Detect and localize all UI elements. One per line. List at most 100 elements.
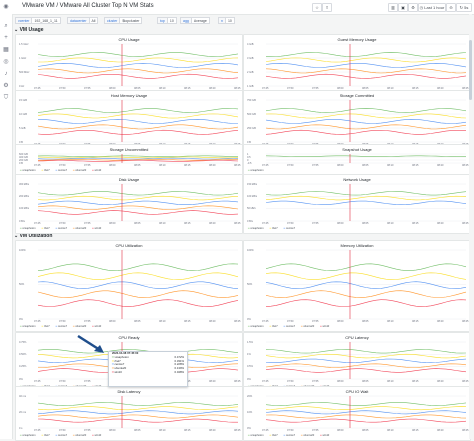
- panel-title[interactable]: Host Memory Usage: [110, 93, 148, 98]
- panel-cpu-latency[interactable]: CPU Latency 1.5% 1% 0.5% 0% 07:45 07:50 07:55 08…: [243, 332, 471, 392]
- legend-item[interactable]: ━ rhel7: [41, 325, 50, 328]
- legend-item[interactable]: ━ ubuntu20: [73, 227, 87, 230]
- legend-item[interactable]: ━ centos7: [55, 227, 68, 230]
- panel-memory-utilization[interactable]: Memory Utilization 100% 50% 0% 07:45 07:50 07:…: [243, 240, 471, 332]
- panel-graph[interactable]: [16, 91, 242, 154]
- legend-item[interactable]: ━ win10: [92, 434, 102, 437]
- legend-item[interactable]: ━ rhel7: [41, 227, 50, 230]
- variable-value[interactable]: 10: [225, 17, 235, 24]
- variable-value[interactable]: 192_168_1_11: [32, 17, 61, 24]
- panel-graph[interactable]: [16, 175, 242, 233]
- legend-item[interactable]: ━ centos7: [55, 434, 68, 437]
- variable-value[interactable]: All: [89, 17, 99, 24]
- panel-disk-usage[interactable]: Disk Usage 300 kB/s 200 kB/s 100 kB/s 0 B/s 0…: [15, 174, 243, 234]
- panel-title[interactable]: Storage Uncommitted: [109, 147, 149, 152]
- scrollbar-track[interactable]: [469, 14, 472, 439]
- legend-item[interactable]: ━ ubuntu20: [73, 325, 87, 328]
- variable-datacenter[interactable]: datacenter All: [67, 17, 99, 24]
- legend-item[interactable]: ━ vcsaphoton: [20, 325, 36, 328]
- legend-item[interactable]: ━ win10: [92, 325, 102, 328]
- legend-item[interactable]: ━ centos7: [55, 325, 68, 328]
- panel-title[interactable]: Snapshot Usage: [342, 147, 372, 152]
- page-title[interactable]: VMware VM / VMware All Cluster Top N VM …: [22, 3, 154, 9]
- legend-item[interactable]: ━ vcsaphoton: [248, 169, 264, 172]
- variable-value[interactable]: $topcluster: [120, 17, 143, 24]
- scrollbar-thumb[interactable]: [469, 40, 472, 100]
- panel-title[interactable]: Guest Memory Usage: [337, 37, 377, 42]
- panel-graph[interactable]: [16, 241, 242, 331]
- panel-graph[interactable]: [244, 145, 470, 175]
- panel-cpu-utilization[interactable]: CPU Utilization 100% 50% 0% 07:45 07:50 07:55 0…: [15, 240, 243, 332]
- variable-vcenter[interactable]: vcenter 192_168_1_11: [15, 17, 61, 24]
- panel-title[interactable]: CPU Latency: [345, 335, 369, 340]
- panel-cpu-io-wait[interactable]: CPU IO Wait 20% 10% 0% 07:45 07:50 07:55 08:00 0…: [243, 386, 471, 441]
- variable-agg[interactable]: agg Average: [180, 17, 210, 24]
- panel-graph[interactable]: [244, 387, 470, 440]
- legend-item[interactable]: ━ vcsaphoton: [20, 434, 36, 437]
- panel-title[interactable]: Network Usage: [343, 177, 371, 182]
- panel-snapshot-usage[interactable]: Snapshot Usage 1 0.5 0 -0.5 07:45 07:50 07:55 08…: [243, 144, 471, 176]
- panel-title[interactable]: Disk Latency: [117, 389, 141, 394]
- panel-title[interactable]: CPU Usage: [118, 37, 140, 42]
- panel-title[interactable]: Disk Usage: [118, 177, 140, 182]
- search-icon[interactable]: ⌕: [4, 23, 8, 29]
- refresh-button[interactable]: ↻ 5s: [456, 3, 472, 12]
- alerting-icon[interactable]: ♪: [4, 71, 8, 77]
- panel-graph[interactable]: [16, 35, 242, 98]
- legend-item[interactable]: ━ rhel7: [41, 169, 50, 172]
- legend-item[interactable]: ━ ubuntu20: [301, 434, 315, 437]
- legend-item[interactable]: ━ vcsaphoton: [248, 227, 264, 230]
- legend-item[interactable]: ━ vcsaphoton: [248, 325, 264, 328]
- time-picker-button[interactable]: ◷ Last 1 hour: [418, 3, 446, 12]
- panel-graph[interactable]: [244, 333, 470, 391]
- row-title-vm-usage[interactable]: ⌄ VM Usage: [14, 27, 44, 33]
- legend-item[interactable]: ━ vcsaphoton: [248, 434, 264, 437]
- legend-item[interactable]: ━ rhel7: [269, 325, 278, 328]
- gear-icon[interactable]: ⚙: [3, 83, 9, 89]
- panel-storage-uncommitted[interactable]: Storage Uncommitted 600 GB 400 GB 200 GB 0 B…: [15, 144, 243, 176]
- legend-item[interactable]: ━ rhel7: [41, 434, 50, 437]
- variable-value[interactable]: 10: [167, 17, 177, 24]
- panel-title[interactable]: Memory Utilization: [340, 243, 374, 248]
- panel-graph[interactable]: [16, 387, 242, 440]
- shield-icon[interactable]: ⛉: [3, 95, 9, 101]
- legend-item[interactable]: ━ ubuntu20: [73, 434, 87, 437]
- variable-value[interactable]: Average: [191, 17, 210, 24]
- save-icon[interactable]: ▣: [398, 3, 408, 12]
- legend-item[interactable]: ━ vcsaphoton: [20, 169, 36, 172]
- legend-item[interactable]: ━ rhel7: [269, 227, 278, 230]
- grafana-logo-icon[interactable]: ◉: [3, 4, 9, 10]
- legend-item[interactable]: ━ rhel7: [269, 434, 278, 437]
- row-title-vm-utilization[interactable]: ⌄ VM Utilization: [14, 233, 53, 239]
- panel-guest-memory-usage[interactable]: Guest Memory Usage 4 GiB 3 GiB 2 GiB 1 GiB 07…: [243, 34, 471, 99]
- panel-graph[interactable]: [244, 91, 470, 154]
- legend-item[interactable]: ━ win10: [92, 227, 102, 230]
- legend-item[interactable]: ━ win10: [320, 434, 330, 437]
- panel-title[interactable]: CPU IO Wait: [345, 389, 369, 394]
- legend-item[interactable]: ━ win10: [320, 325, 330, 328]
- variable-n[interactable]: n 10: [218, 17, 235, 24]
- panel-title[interactable]: CPU Utilization: [115, 243, 143, 248]
- legend-item[interactable]: ━ centos7: [283, 434, 296, 437]
- panel-graph[interactable]: [244, 35, 470, 98]
- legend-item[interactable]: ━ centos7: [283, 325, 296, 328]
- legend-item[interactable]: ━ win10: [92, 169, 102, 172]
- variable-top[interactable]: top 10: [157, 17, 177, 24]
- legend-item[interactable]: ━ centos7: [55, 169, 68, 172]
- variable-cluster[interactable]: cluster $topcluster: [104, 17, 143, 24]
- star-icon[interactable]: ☆: [312, 3, 322, 12]
- legend-item[interactable]: ━ vcsaphoton: [20, 227, 36, 230]
- explore-icon[interactable]: ◎: [3, 59, 9, 65]
- plus-icon[interactable]: +: [4, 35, 8, 41]
- bar-chart-icon[interactable]: ▥: [388, 3, 398, 12]
- legend-item[interactable]: ━ centos7: [283, 227, 296, 230]
- gear-settings-icon[interactable]: ⚙: [408, 3, 418, 12]
- panel-graph[interactable]: [16, 145, 242, 175]
- panel-title[interactable]: CPU Ready: [118, 335, 140, 340]
- panel-network-usage[interactable]: Network Usage 150 kB/s 100 kB/s 50 kB/s 0 B/…: [243, 174, 471, 234]
- dashboards-icon[interactable]: ▦: [3, 47, 9, 53]
- panel-graph[interactable]: [244, 241, 470, 331]
- legend-item[interactable]: ━ ubuntu20: [73, 169, 87, 172]
- panel-graph[interactable]: [244, 175, 470, 233]
- legend-item[interactable]: ━ ubuntu20: [301, 325, 315, 328]
